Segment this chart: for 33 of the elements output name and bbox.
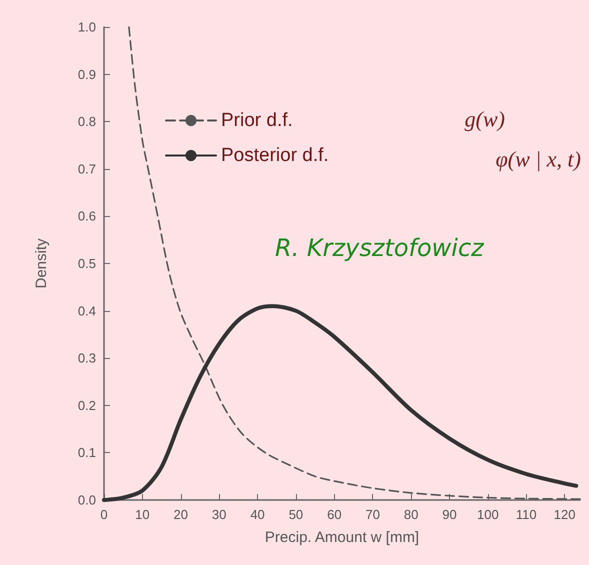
legend-label: Prior d.f.	[221, 110, 293, 131]
y-tick-label: 0.8	[78, 114, 96, 130]
x-tick-label: 90	[442, 507, 457, 522]
line-series	[102, 304, 578, 502]
y-tick-label: 0.4	[78, 303, 96, 318]
y-tick-label: 0.0	[78, 492, 96, 508]
y-tick-label: 0.2	[78, 398, 96, 413]
x-tick-label: 20	[174, 507, 188, 522]
y-tick-label: 0.6	[78, 208, 96, 224]
y-tick-label: 0.3	[78, 350, 96, 366]
x-tick-label: 100	[477, 507, 499, 522]
y-tick-label: 0.9	[78, 66, 96, 82]
x-tick-label: 50	[288, 507, 304, 522]
line-series	[128, 26, 581, 500]
x-axis-title: Precip. Amount w [mm]	[264, 529, 420, 546]
y-tick-label: 0.7	[78, 161, 96, 176]
y-tick-label: 0.5	[78, 256, 96, 271]
x-tick-label: 110	[516, 507, 537, 522]
x-tick-label: 40	[250, 507, 265, 522]
x-tick-label: 70	[365, 507, 380, 522]
annotation: g(w)	[464, 106, 505, 132]
x-tick-label: 60	[327, 507, 342, 522]
x-tick-label: 10	[135, 507, 150, 522]
x-tick-label: 30	[212, 507, 226, 522]
x-tick-label: 0	[100, 507, 108, 522]
y-axis-title: Density	[33, 238, 50, 289]
legend-label: Posterior d.f.	[221, 145, 329, 166]
y-tick-label: 0.1	[78, 445, 96, 460]
x-tick-label: 80	[404, 507, 418, 522]
annotation: R. Krzysztofowicz	[275, 234, 486, 262]
x-tick-label: 120	[554, 507, 576, 522]
y-tick-label: 1.0	[78, 20, 96, 34]
annotation: φ(w | x, t)	[496, 146, 581, 172]
